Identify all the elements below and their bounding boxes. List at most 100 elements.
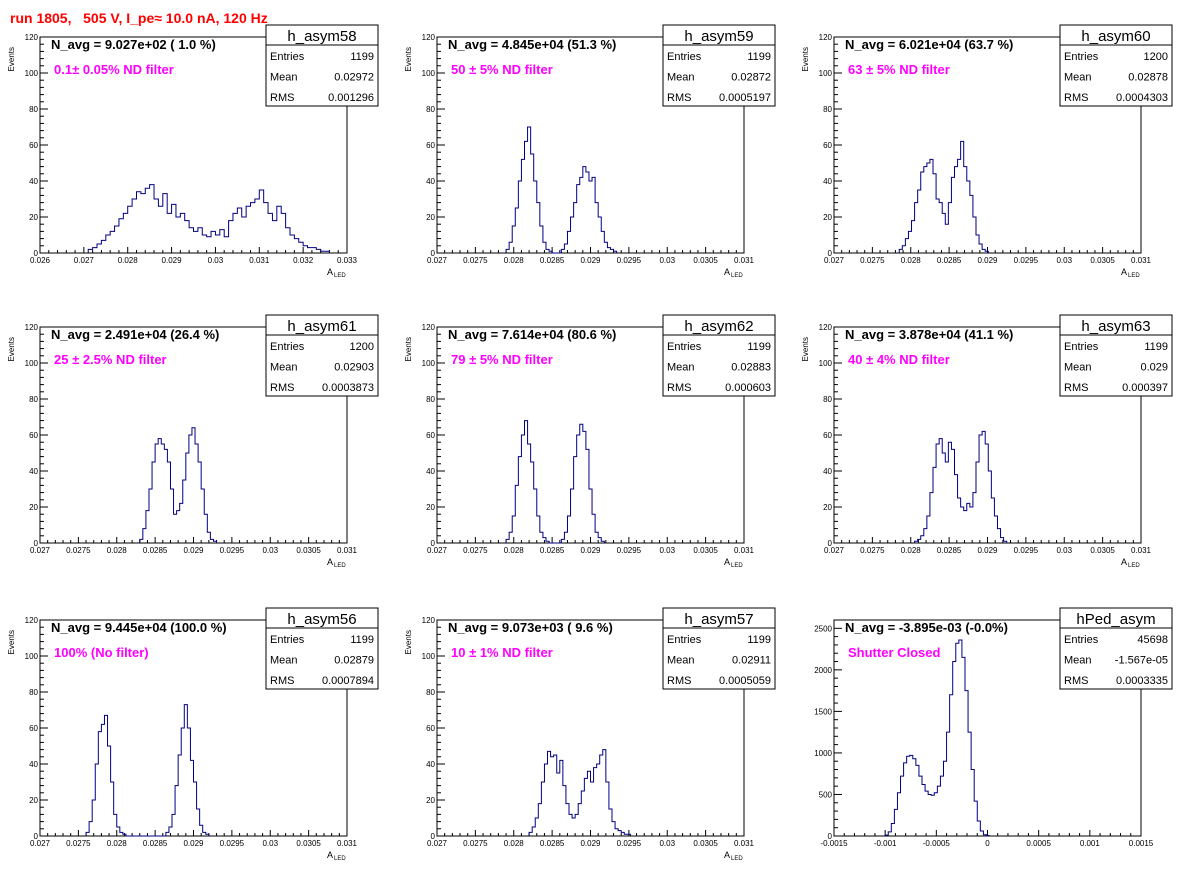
stat-label: Entries (667, 634, 702, 646)
y-tick-label: 60 (823, 431, 832, 440)
stat-label: RMS (270, 675, 294, 687)
x-tick-label: 0.0275 (860, 256, 885, 265)
filter-annotation: 63 ± 5% ND filter (848, 62, 950, 77)
stat-label: Mean (1064, 72, 1092, 84)
x-tick-label: 0.03 (1056, 546, 1072, 555)
y-tick-label: 20 (823, 213, 832, 222)
y-tick-label: 80 (426, 105, 435, 114)
x-tick-label: 0.0295 (617, 839, 642, 848)
stat-value: 0.0005059 (719, 675, 771, 687)
histogram-series-h_asym60 (899, 141, 988, 253)
y-tick-label: 20 (823, 503, 832, 512)
x-tick-label: 0.027 (74, 256, 95, 265)
histogram-name: h_asym62 (684, 318, 753, 335)
y-tick-label: 60 (29, 431, 38, 440)
x-tick-label: 0.031 (1131, 256, 1152, 265)
y-tick-label: 60 (29, 724, 38, 733)
x-axis-label: ALED (327, 557, 346, 569)
stat-value: 0.02972 (334, 72, 374, 84)
histogram-name: h_asym61 (287, 318, 356, 335)
x-tick-label: 0.0275 (463, 839, 488, 848)
x-axis-label-subscript: LED (731, 563, 743, 569)
stat-value: -1.567e-05 (1115, 655, 1168, 667)
histogram-name: h_asym56 (287, 611, 356, 628)
y-tick-label: 60 (426, 141, 435, 150)
y-tick-label: 80 (426, 395, 435, 404)
x-tick-label: 0.031 (249, 256, 270, 265)
y-tick-label: 40 (823, 177, 832, 186)
x-tick-label: 0.0305 (296, 839, 321, 848)
x-axis-label: ALED (327, 850, 346, 862)
stat-label: RMS (667, 92, 691, 104)
histogram-name: h_asym60 (1081, 28, 1150, 45)
y-tick-label: 20 (29, 213, 38, 222)
x-tick-label: 0.03 (659, 256, 675, 265)
x-tick-label: 0.001 (1080, 839, 1101, 848)
histogram-panel: 0.027 0.0275 0.028 0.0285 0.029 0.0295 0.03 0.0… (7, 315, 378, 569)
stat-value: 0.02903 (334, 362, 374, 374)
x-tick-label: 0.0285 (937, 546, 962, 555)
y-tick-label: 100 (422, 359, 436, 368)
x-tick-label: 0.0305 (1090, 546, 1115, 555)
y-tick-label: 80 (29, 395, 38, 404)
x-tick-label: 0.028 (118, 256, 139, 265)
panel-header: N_avg = 6.021e+04 (63.7 %) (845, 37, 1013, 52)
stat-value: 0.000397 (1122, 382, 1168, 394)
histogram-panel: 0.027 0.0275 0.028 0.0285 0.029 0.0295 0.03 0.0… (404, 608, 775, 862)
stat-label: Entries (1064, 341, 1099, 353)
histogram-name: h_asym63 (1081, 318, 1150, 335)
y-tick-label: 120 (25, 33, 39, 42)
y-tick-label: 100 (819, 69, 833, 78)
stat-label: RMS (667, 675, 691, 687)
x-tick-label: 0.031 (734, 839, 755, 848)
y-tick-label: 0 (34, 539, 39, 548)
stat-label: RMS (1064, 92, 1088, 104)
x-tick-label: 0.033 (337, 256, 358, 265)
stat-value: 0.02883 (731, 362, 771, 374)
y-tick-label: 40 (823, 467, 832, 476)
panel-header: N_avg = 9.445e+04 (100.0 %) (51, 620, 227, 635)
stat-label: Mean (270, 72, 298, 84)
histogram-series-h_asym57 (529, 750, 630, 836)
y-tick-label: 120 (422, 33, 436, 42)
y-tick-label: 120 (819, 323, 833, 332)
x-axis-label-subscript: LED (334, 856, 346, 862)
y-tick-label: 120 (422, 616, 436, 625)
x-tick-label: 0.029 (183, 839, 204, 848)
x-tick-label: 0.0275 (66, 839, 91, 848)
stat-value: 0.0007894 (322, 675, 374, 687)
stat-label: RMS (1064, 675, 1088, 687)
stat-label: Entries (667, 341, 702, 353)
x-tick-label: 0.0295 (220, 839, 245, 848)
stat-label: Mean (667, 362, 695, 374)
y-tick-label: 100 (25, 359, 39, 368)
histogram-panel: 0.027 0.0275 0.028 0.0285 0.029 0.0295 0.03 0.0… (7, 608, 378, 862)
histogram-series-h_asym59 (506, 127, 617, 253)
stat-label: RMS (667, 382, 691, 394)
y-axis-label: Events (801, 47, 810, 71)
y-tick-label: 100 (25, 69, 39, 78)
filter-annotation: 25 ± 2.5% ND filter (54, 352, 167, 367)
x-tick-label: 0.0305 (1090, 256, 1115, 265)
filter-annotation: 79 ± 5% ND filter (451, 352, 553, 367)
x-axis-label-subscript: LED (1128, 563, 1140, 569)
y-axis-label: Events (404, 630, 413, 654)
stat-value: 0.02879 (334, 655, 374, 667)
x-tick-label: 0.031 (337, 839, 358, 848)
histogram-panel: 0.027 0.0275 0.028 0.0285 0.029 0.0295 0.03 0.0… (801, 315, 1172, 569)
y-tick-label: 0 (828, 539, 833, 548)
y-axis-label: Events (404, 337, 413, 361)
y-tick-label: 40 (29, 177, 38, 186)
histogram-grid-canvas: 0.026 0.027 0.028 0.029 0.03 0.031 0.032 0.0330… (0, 0, 1196, 872)
y-tick-label: 40 (29, 760, 38, 769)
stat-label: Entries (270, 634, 305, 646)
y-axis-label: Events (404, 47, 413, 71)
stat-label: RMS (270, 92, 294, 104)
x-axis-label: ALED (1121, 557, 1140, 569)
x-axis-label: ALED (1121, 267, 1140, 279)
y-tick-label: 80 (426, 688, 435, 697)
y-tick-label: 1000 (814, 749, 832, 758)
y-tick-label: 2500 (814, 624, 832, 633)
stat-label: Mean (270, 362, 298, 374)
y-tick-label: 60 (426, 431, 435, 440)
